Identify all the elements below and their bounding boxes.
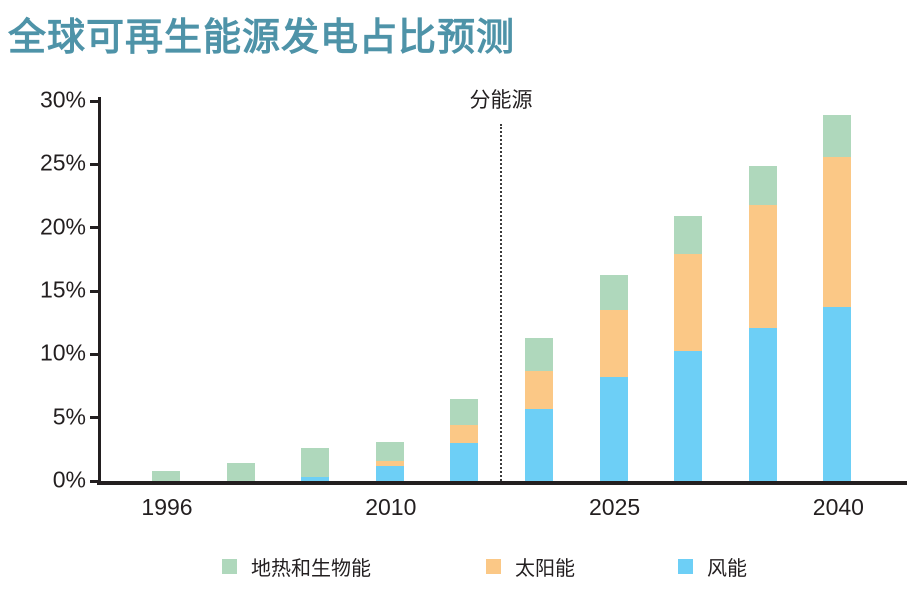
bar-9-wind-segment: [823, 307, 852, 481]
y-tick-label-5%: 5%: [52, 403, 86, 430]
page-title: 全球可再生能源发电占比预测: [8, 17, 516, 59]
legend-label-geo-bio: 地热和生物能: [251, 557, 371, 580]
bar-8-wind-segment: [748, 327, 777, 481]
bar-4-geo-bio-segment: [450, 398, 479, 426]
bar-9-solar-segment: [823, 156, 852, 308]
bar-0-geo-bio-segment: [152, 470, 180, 481]
x-axis-label-2040: 2040: [812, 494, 864, 520]
legend-swatch-geo-bio: [222, 558, 237, 574]
forecast-divider-line: [500, 124, 502, 481]
bar-5-solar-segment: [525, 370, 553, 409]
y-tick-label-0%: 0%: [52, 466, 86, 493]
bar-6-geo-bio-segment: [599, 274, 628, 310]
bar-8-geo-bio-segment: [748, 165, 777, 205]
chart-legend: 地热和生物能 太阳能 风能: [0, 552, 910, 582]
bar-4-solar-segment: [450, 425, 479, 443]
y-tick-label-25%: 25%: [39, 149, 86, 176]
legend-label-wind: 风能: [707, 557, 747, 580]
bar-3-solar-segment: [375, 460, 404, 466]
bar-8-solar-segment: [748, 204, 777, 328]
bar-5-wind-segment: [525, 408, 553, 481]
y-tick-label-30%: 30%: [39, 86, 86, 113]
bar-7-wind-segment: [674, 350, 703, 481]
y-tick-mark: [90, 162, 100, 166]
x-axis-label-2010: 2010: [365, 494, 417, 520]
bar-6-wind-segment: [599, 377, 628, 481]
y-tick-label-15%: 15%: [39, 276, 86, 303]
bar-6-solar-segment: [599, 310, 628, 378]
bar-4-wind-segment: [450, 443, 479, 481]
legend-item-solar: 太阳能: [486, 552, 575, 580]
bar-3-wind-segment: [375, 465, 404, 481]
legend-swatch-solar: [486, 558, 501, 574]
bar-3-geo-bio-segment: [375, 441, 404, 461]
y-tick-mark: [90, 289, 100, 293]
y-tick-mark: [90, 99, 100, 103]
y-tick-mark: [90, 416, 100, 420]
bar-9-geo-bio-segment: [823, 114, 852, 157]
bar-7-solar-segment: [674, 254, 703, 351]
legend-item-geo-bio: 地热和生物能: [222, 552, 371, 580]
y-tick-label-20%: 20%: [39, 213, 86, 240]
bar-2-geo-bio-segment: [301, 448, 330, 478]
x-axis-label-1996: 1996: [141, 494, 193, 520]
bar-2-wind-segment: [301, 477, 330, 481]
bar-7-geo-bio-segment: [674, 216, 703, 255]
bar-1-geo-bio-segment: [226, 463, 255, 481]
y-tick-mark: [90, 352, 100, 356]
x-axis-label-2025: 2025: [589, 494, 641, 520]
bar-5-geo-bio-segment: [525, 337, 553, 371]
legend-item-wind: 风能: [678, 552, 747, 580]
divider-label: 分能源: [469, 89, 533, 112]
x-axis-line: [97, 481, 907, 485]
legend-label-solar: 太阳能: [515, 557, 575, 580]
legend-swatch-wind: [678, 558, 693, 574]
y-tick-mark: [90, 479, 100, 483]
y-tick-label-10%: 10%: [39, 339, 86, 366]
y-tick-mark: [90, 226, 100, 230]
